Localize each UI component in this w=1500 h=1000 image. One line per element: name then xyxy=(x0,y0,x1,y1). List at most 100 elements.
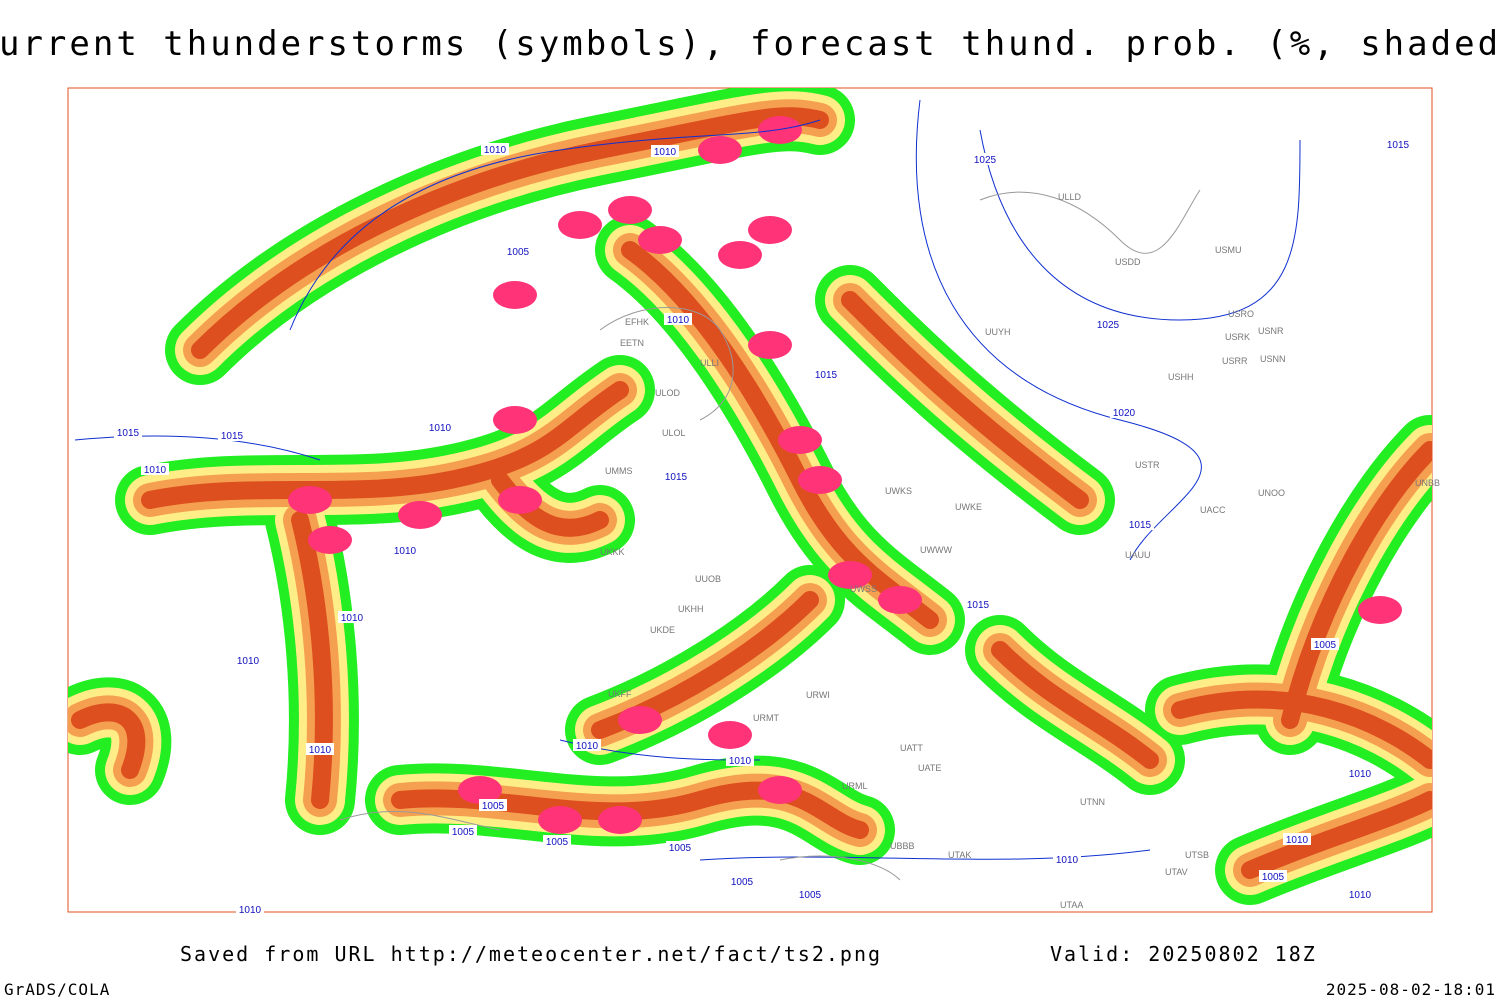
station-label: UUYH xyxy=(985,327,1011,337)
station-label: UTAV xyxy=(1165,867,1188,877)
isobar-label-bg xyxy=(481,143,509,155)
station-label: USRR xyxy=(1222,356,1248,366)
station-label: UNOO xyxy=(1258,488,1285,498)
prob-band xyxy=(71,703,146,779)
isobar-label: 1005 xyxy=(799,890,822,901)
title: Current thunderstorms (symbols), forecas… xyxy=(0,24,1500,64)
isobar-label: 1010 xyxy=(1349,890,1372,901)
prob-band xyxy=(291,511,333,809)
isobar-label-bg xyxy=(666,841,694,853)
station-label: UTAK xyxy=(948,850,971,860)
storm-area xyxy=(308,526,352,554)
isobar-label: 1020 xyxy=(1113,408,1136,419)
station-label: UWWW xyxy=(920,545,952,555)
storm-area xyxy=(758,776,802,804)
isobar-label-bg xyxy=(1110,406,1138,418)
station-label: UACC xyxy=(1200,505,1226,515)
isobar-label-bg xyxy=(1311,638,1339,650)
isobar-label-bg xyxy=(114,426,142,438)
storm-area xyxy=(748,216,792,244)
station-label: UKFF xyxy=(608,689,632,699)
station-label: USDD xyxy=(1115,257,1141,267)
isobar-label-bg xyxy=(971,153,999,165)
isobar-label: 1010 xyxy=(309,745,332,756)
isobar-label-bg xyxy=(573,739,601,751)
station-label: USTR xyxy=(1135,460,1160,470)
storm-area xyxy=(493,406,537,434)
isobar-label: 1005 xyxy=(507,247,530,258)
isobar-label: 1025 xyxy=(1097,320,1120,331)
station-label: UTSB xyxy=(1185,850,1209,860)
storm-area xyxy=(718,241,762,269)
map-area: 1010 1010 1005 1010 1010 1010 1010 1010 1010 1010… xyxy=(67,87,1440,916)
station-label: EETN xyxy=(620,338,644,348)
isobar-label: 1015 xyxy=(117,428,140,439)
storm-area xyxy=(558,211,602,239)
isobar-label: 1005 xyxy=(731,877,754,888)
isobar-label: 1015 xyxy=(967,600,990,611)
isobar-label-bg xyxy=(1126,518,1154,530)
station-label: USRK xyxy=(1225,332,1250,342)
isobar-label: 1010 xyxy=(341,613,364,624)
isobar-label-bg xyxy=(651,145,679,157)
isobar-label: 1010 xyxy=(144,465,167,476)
isobar-label-bg xyxy=(726,754,754,766)
storm-area xyxy=(618,706,662,734)
isobar-label: 1010 xyxy=(429,423,452,434)
storm-area xyxy=(538,806,582,834)
isobar-label-bg xyxy=(306,743,334,755)
prob-band xyxy=(991,641,1159,769)
storm-area xyxy=(458,776,502,804)
isobar-label: 1025 xyxy=(974,155,997,166)
prob-band xyxy=(1241,791,1432,879)
isobar-label-bg xyxy=(543,835,571,847)
station-label: UKDE xyxy=(650,625,675,635)
storm-area xyxy=(698,136,742,164)
station-label: URML xyxy=(842,781,868,791)
storm-area xyxy=(498,486,542,514)
storm-area xyxy=(758,116,802,144)
isobar-label: 1015 xyxy=(665,472,688,483)
isobar-label: 1005 xyxy=(1314,640,1337,651)
isobar-label: 1010 xyxy=(667,315,690,326)
station-label: UATT xyxy=(900,743,923,753)
source-url: Saved from URL http://meteocenter.net/fa… xyxy=(180,942,882,966)
isobar-label: 1010 xyxy=(576,741,599,752)
storm-area xyxy=(798,466,842,494)
probability-shading xyxy=(68,88,1432,905)
station-label: UKHH xyxy=(678,604,704,614)
station-label: UATE xyxy=(918,763,941,773)
coastlines xyxy=(339,189,1201,881)
storm-area xyxy=(828,561,872,589)
station-label: ULOL xyxy=(662,428,686,438)
isobar-label-bg xyxy=(662,470,690,482)
isobar-label-bg xyxy=(141,463,169,475)
prob-band xyxy=(1171,690,1432,769)
station-label: USNN xyxy=(1260,354,1286,364)
isobar-label: 1005 xyxy=(482,801,505,812)
station-label: UWKS xyxy=(885,486,912,496)
isobar-label-bg xyxy=(1346,767,1374,779)
isobar-label-bg xyxy=(964,598,992,610)
isobar-label: 1010 xyxy=(1349,769,1372,780)
storm-area xyxy=(638,226,682,254)
prob-band xyxy=(841,291,1089,509)
station-label: ULOD xyxy=(655,388,681,398)
isobar-label: 1015 xyxy=(1129,520,1152,531)
isobar-label-bg xyxy=(449,825,477,837)
station-label: USRO xyxy=(1228,309,1254,319)
station-label: UMMS xyxy=(605,466,633,476)
isobar-label-bg xyxy=(391,544,419,556)
isobar-label: 1010 xyxy=(1286,835,1309,846)
storm-area xyxy=(493,281,537,309)
isobar-label-bg xyxy=(1346,888,1374,900)
storm-area xyxy=(748,331,792,359)
station-label: ULLI xyxy=(700,358,719,368)
station-label: URWI xyxy=(806,690,830,700)
isobar-label: 1005 xyxy=(452,827,475,838)
valid-time: Valid: 20250802 18Z xyxy=(1050,942,1317,966)
timestamp: 2025-08-02-18:01 xyxy=(1326,980,1496,999)
station-label: UWKE xyxy=(955,502,982,512)
storm-area xyxy=(598,806,642,834)
isobar-label: 1005 xyxy=(669,843,692,854)
